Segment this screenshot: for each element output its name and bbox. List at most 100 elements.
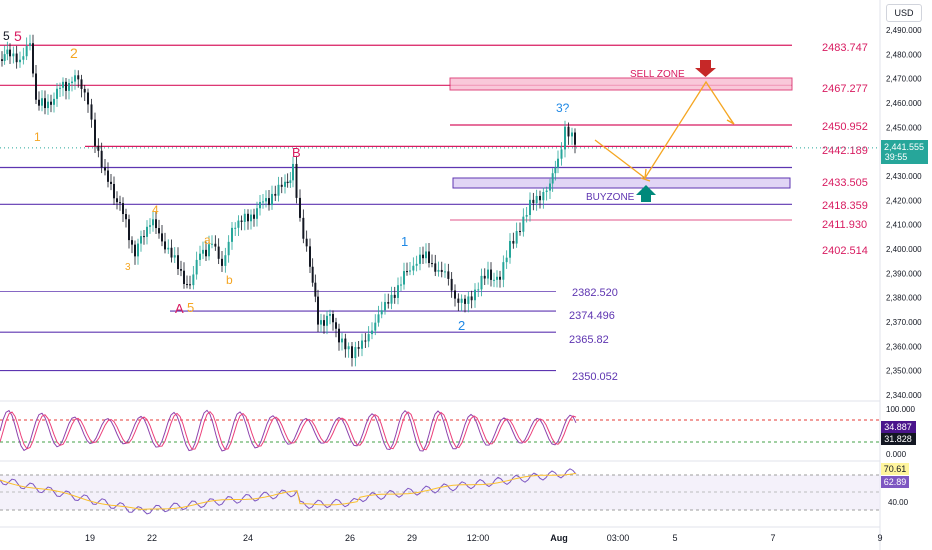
rsi-line <box>0 468 577 515</box>
candle-body <box>237 220 240 228</box>
candle-body <box>12 53 15 57</box>
candle-body <box>351 346 353 359</box>
candle-body <box>94 119 96 146</box>
candle-body <box>262 201 264 203</box>
candle-body <box>116 198 118 203</box>
candle-body <box>431 263 433 265</box>
stoch-k-value: 34.887 <box>884 422 912 432</box>
candle-body <box>155 219 157 229</box>
candle-body <box>277 184 280 196</box>
time-tick: 26 <box>345 533 355 543</box>
candle-body <box>564 126 566 150</box>
candle-body <box>284 181 286 187</box>
candle-body <box>341 338 343 343</box>
price-tick: 2,410.000 <box>886 221 922 230</box>
candle-body <box>384 302 386 311</box>
candle-body <box>529 199 531 216</box>
candle-body <box>265 198 267 202</box>
candle-body <box>280 184 283 187</box>
candle-body <box>437 269 440 272</box>
candle-body <box>299 197 301 218</box>
price-level-label: 2402.514 <box>822 245 868 257</box>
price-tick: 2,370.000 <box>886 318 922 327</box>
bar-countdown: 39:55 <box>885 152 908 162</box>
candle-body <box>59 87 61 89</box>
stoch-tick-0: 0.000 <box>886 450 907 459</box>
candle-body <box>173 255 176 258</box>
candle-body <box>364 340 367 342</box>
candle-body <box>320 320 322 325</box>
candle-body <box>47 101 49 109</box>
candle-body <box>25 45 28 57</box>
candle-body <box>199 253 201 260</box>
candle-body <box>227 241 230 256</box>
rsi-value: 62.89 <box>884 477 907 487</box>
candle-body <box>409 270 411 272</box>
candle-body <box>460 298 463 303</box>
candle-body <box>90 104 93 120</box>
rsi-ma-value: 70.61 <box>884 464 907 474</box>
time-tick: 24 <box>243 533 253 543</box>
candle-body <box>344 338 347 350</box>
levels-layer: 2483.747 2467.277 2450.952 2442.189 2433.505… <box>0 42 880 383</box>
candle-body <box>189 284 191 286</box>
candle-body <box>338 328 340 343</box>
candle-body <box>387 302 390 304</box>
candle-body <box>444 271 446 273</box>
candle-body <box>295 163 298 198</box>
price-tick: 2,390.000 <box>886 269 922 278</box>
candle-body <box>50 101 52 105</box>
candle-body <box>419 254 421 264</box>
last-price-value: 2,441.555 <box>884 142 924 152</box>
wave-label: A <box>175 301 184 316</box>
candle-body <box>211 243 213 245</box>
candle-body <box>493 279 495 281</box>
candle-body <box>490 269 492 280</box>
candle-body <box>447 271 450 279</box>
candle-body <box>412 265 415 271</box>
candle-body <box>224 255 227 266</box>
candle-body <box>464 298 466 304</box>
candle-body <box>292 163 294 181</box>
wave-label: 3? <box>556 101 570 115</box>
candle-body <box>367 334 370 342</box>
candle-body <box>309 246 311 267</box>
price-tick: 2,490.000 <box>886 26 922 35</box>
candle-body <box>15 53 18 63</box>
time-axis: 19 22 24 26 29 12:00 Aug 03:00 5 7 9 <box>85 533 883 543</box>
time-tick: Aug <box>550 533 568 543</box>
price-tick: 2,360.000 <box>886 342 922 351</box>
candle-body <box>104 167 106 171</box>
candle-body <box>170 247 173 258</box>
candle-body <box>434 263 437 272</box>
candle-body <box>302 217 305 239</box>
candle-body <box>335 322 337 329</box>
candle-body <box>361 340 363 349</box>
stoch-k-line <box>0 409 577 452</box>
candle-body <box>140 236 142 244</box>
price-level-label: 2442.189 <box>822 145 868 157</box>
candle-body <box>554 167 557 174</box>
candle-body <box>44 98 46 109</box>
candle-body <box>400 284 402 286</box>
candle-body <box>354 347 357 359</box>
candle-body <box>180 269 182 271</box>
candle-body <box>192 274 195 286</box>
candle-body <box>454 290 456 299</box>
candle-body <box>357 347 360 349</box>
price-tick: 2,340.000 <box>886 391 922 400</box>
rsi-pane <box>0 468 880 515</box>
price-tick: 2,420.000 <box>886 196 922 205</box>
candle-body <box>205 249 207 257</box>
candle-body <box>557 158 559 168</box>
candle-body <box>487 269 489 279</box>
currency-button[interactable]: USD <box>886 4 922 22</box>
price-level-label: 2411.930 <box>822 219 867 231</box>
candle-body <box>167 247 170 250</box>
candle-body <box>256 208 258 219</box>
candle-body <box>428 251 430 264</box>
candle-body <box>202 249 204 254</box>
price-level-label: 2382.520 <box>572 287 618 299</box>
candle-body <box>164 241 166 250</box>
